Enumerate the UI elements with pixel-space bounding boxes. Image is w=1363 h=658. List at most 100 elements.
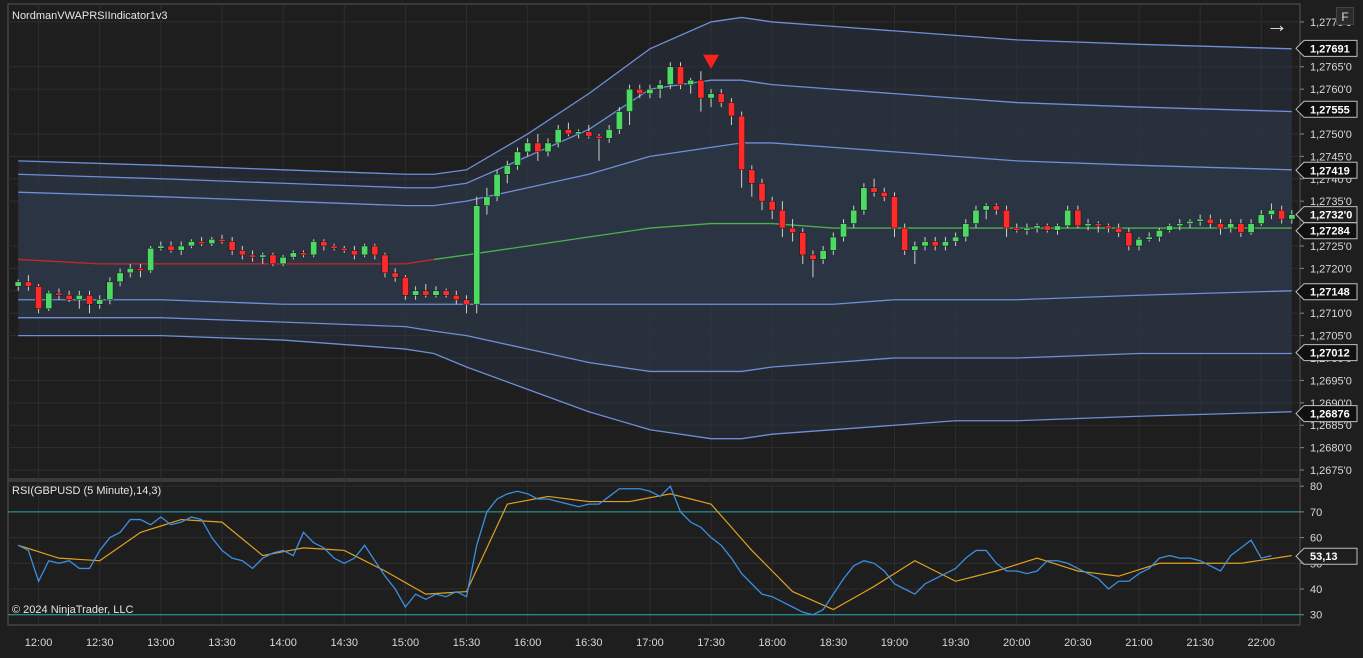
candle-body	[1084, 223, 1092, 227]
x-tick-label: 21:30	[1186, 637, 1214, 649]
x-tick-label: 22:00	[1248, 637, 1276, 649]
rsi-tick-label: 30	[1310, 610, 1322, 622]
candle-body	[1217, 223, 1224, 229]
price-tick-label: 1,2710'0	[1310, 308, 1352, 320]
price-tick-label: 1,2720'0	[1310, 263, 1352, 275]
candle-body	[147, 247, 155, 271]
x-tick-label: 14:30	[330, 637, 358, 649]
rsi-tick-label: 70	[1310, 507, 1322, 519]
price-badge-label: 1,26876	[1310, 409, 1350, 421]
candle-body	[157, 245, 165, 249]
candle-body	[1278, 209, 1286, 220]
candle-body	[1268, 209, 1275, 215]
candle-body	[565, 129, 572, 135]
candle-body	[1125, 232, 1133, 247]
candle-body	[1145, 236, 1153, 240]
price-tick-label: 1,2745'0	[1310, 151, 1352, 163]
price-tick-label: 1,2680'0	[1310, 443, 1352, 455]
rsi-tick-label: 40	[1310, 584, 1322, 596]
price-badge-label: 1,27419	[1310, 165, 1350, 177]
candle-body	[1094, 223, 1102, 227]
candle-body	[605, 129, 613, 139]
candle-body	[789, 227, 796, 233]
candle-body	[330, 245, 338, 249]
x-tick-label: 18:00	[758, 637, 786, 649]
candle-body	[208, 239, 216, 244]
candle-body	[1074, 209, 1082, 227]
candle-body	[1166, 225, 1173, 231]
candle-body	[320, 241, 328, 247]
price-badge-box	[1295, 161, 1358, 179]
candle-body	[35, 286, 42, 309]
candle-body	[167, 245, 175, 251]
candle-body	[177, 245, 185, 251]
candle-body	[758, 182, 766, 202]
candle-body	[1288, 214, 1296, 220]
candle-body	[412, 290, 419, 296]
candle-body	[249, 254, 256, 258]
rsi-tick-label: 60	[1310, 533, 1322, 545]
candle-body	[126, 268, 134, 274]
price-badge-label: 1,27148	[1310, 287, 1350, 299]
price-badge-box	[1295, 206, 1358, 224]
candle-body	[1033, 225, 1041, 229]
candle-body	[381, 254, 389, 274]
price-tick-label: 1,2735'0	[1310, 196, 1352, 208]
candle-body	[361, 245, 369, 256]
candle-body	[300, 252, 307, 256]
candle-body	[707, 93, 715, 99]
candle-body	[1003, 209, 1010, 229]
candle-body	[554, 129, 562, 144]
candle-body	[931, 241, 939, 247]
candle-body	[840, 223, 847, 238]
price-badge-box	[1295, 405, 1358, 423]
candle-body	[1257, 214, 1265, 224]
price-badge-box	[1295, 100, 1358, 118]
candle-body	[96, 299, 104, 305]
candle-body	[1115, 227, 1123, 233]
candle-body	[677, 66, 684, 85]
candle-body	[972, 209, 980, 224]
candle-body	[1247, 223, 1255, 233]
candle-body	[870, 187, 878, 193]
candle-body	[738, 115, 746, 171]
x-tick-label: 17:30	[697, 637, 725, 649]
candle-body	[880, 191, 888, 197]
candle-body	[1206, 218, 1214, 224]
rsi-panel-frame	[7, 480, 1301, 626]
navigate-right-arrow-icon[interactable]: →	[1266, 12, 1288, 37]
x-tick-label: 15:00	[392, 637, 420, 649]
x-tick-label: 17:00	[636, 637, 664, 649]
price-badge-box	[1295, 283, 1358, 301]
candle-body	[921, 241, 929, 247]
candle-body	[45, 292, 53, 309]
price-tick-label: 1,2750'0	[1310, 129, 1352, 141]
price-tick-label: 1,2705'0	[1310, 331, 1352, 343]
f-button[interactable]: F	[1336, 7, 1354, 25]
candle-body	[585, 131, 593, 137]
candle-body	[514, 151, 521, 166]
x-tick-label: 20:30	[1064, 637, 1092, 649]
rsi-line	[17, 484, 1272, 616]
candle-body	[1176, 223, 1184, 227]
price-tick-label: 1,2765'0	[1310, 62, 1352, 74]
price-badge-label: 1,27012	[1310, 348, 1350, 360]
x-tick-label: 18:30	[820, 637, 848, 649]
candle-body	[289, 252, 297, 258]
band-line-lower1	[18, 290, 1292, 305]
candle-body	[860, 187, 868, 211]
candle-body	[371, 245, 379, 256]
x-tick-label: 15:30	[453, 637, 481, 649]
candle-body	[1135, 239, 1143, 247]
rsi-badge-label: 53,13	[1310, 551, 1338, 563]
candle-body	[575, 131, 583, 135]
candle-body	[351, 250, 358, 256]
candle-body	[238, 250, 246, 256]
price-badge-label: 1,27555	[1310, 104, 1350, 116]
candle-body	[401, 277, 409, 296]
candle-body	[1023, 227, 1031, 231]
candle-body	[228, 241, 236, 251]
candle-body	[595, 135, 603, 139]
price-tick-label: 1,2685'0	[1310, 420, 1352, 432]
